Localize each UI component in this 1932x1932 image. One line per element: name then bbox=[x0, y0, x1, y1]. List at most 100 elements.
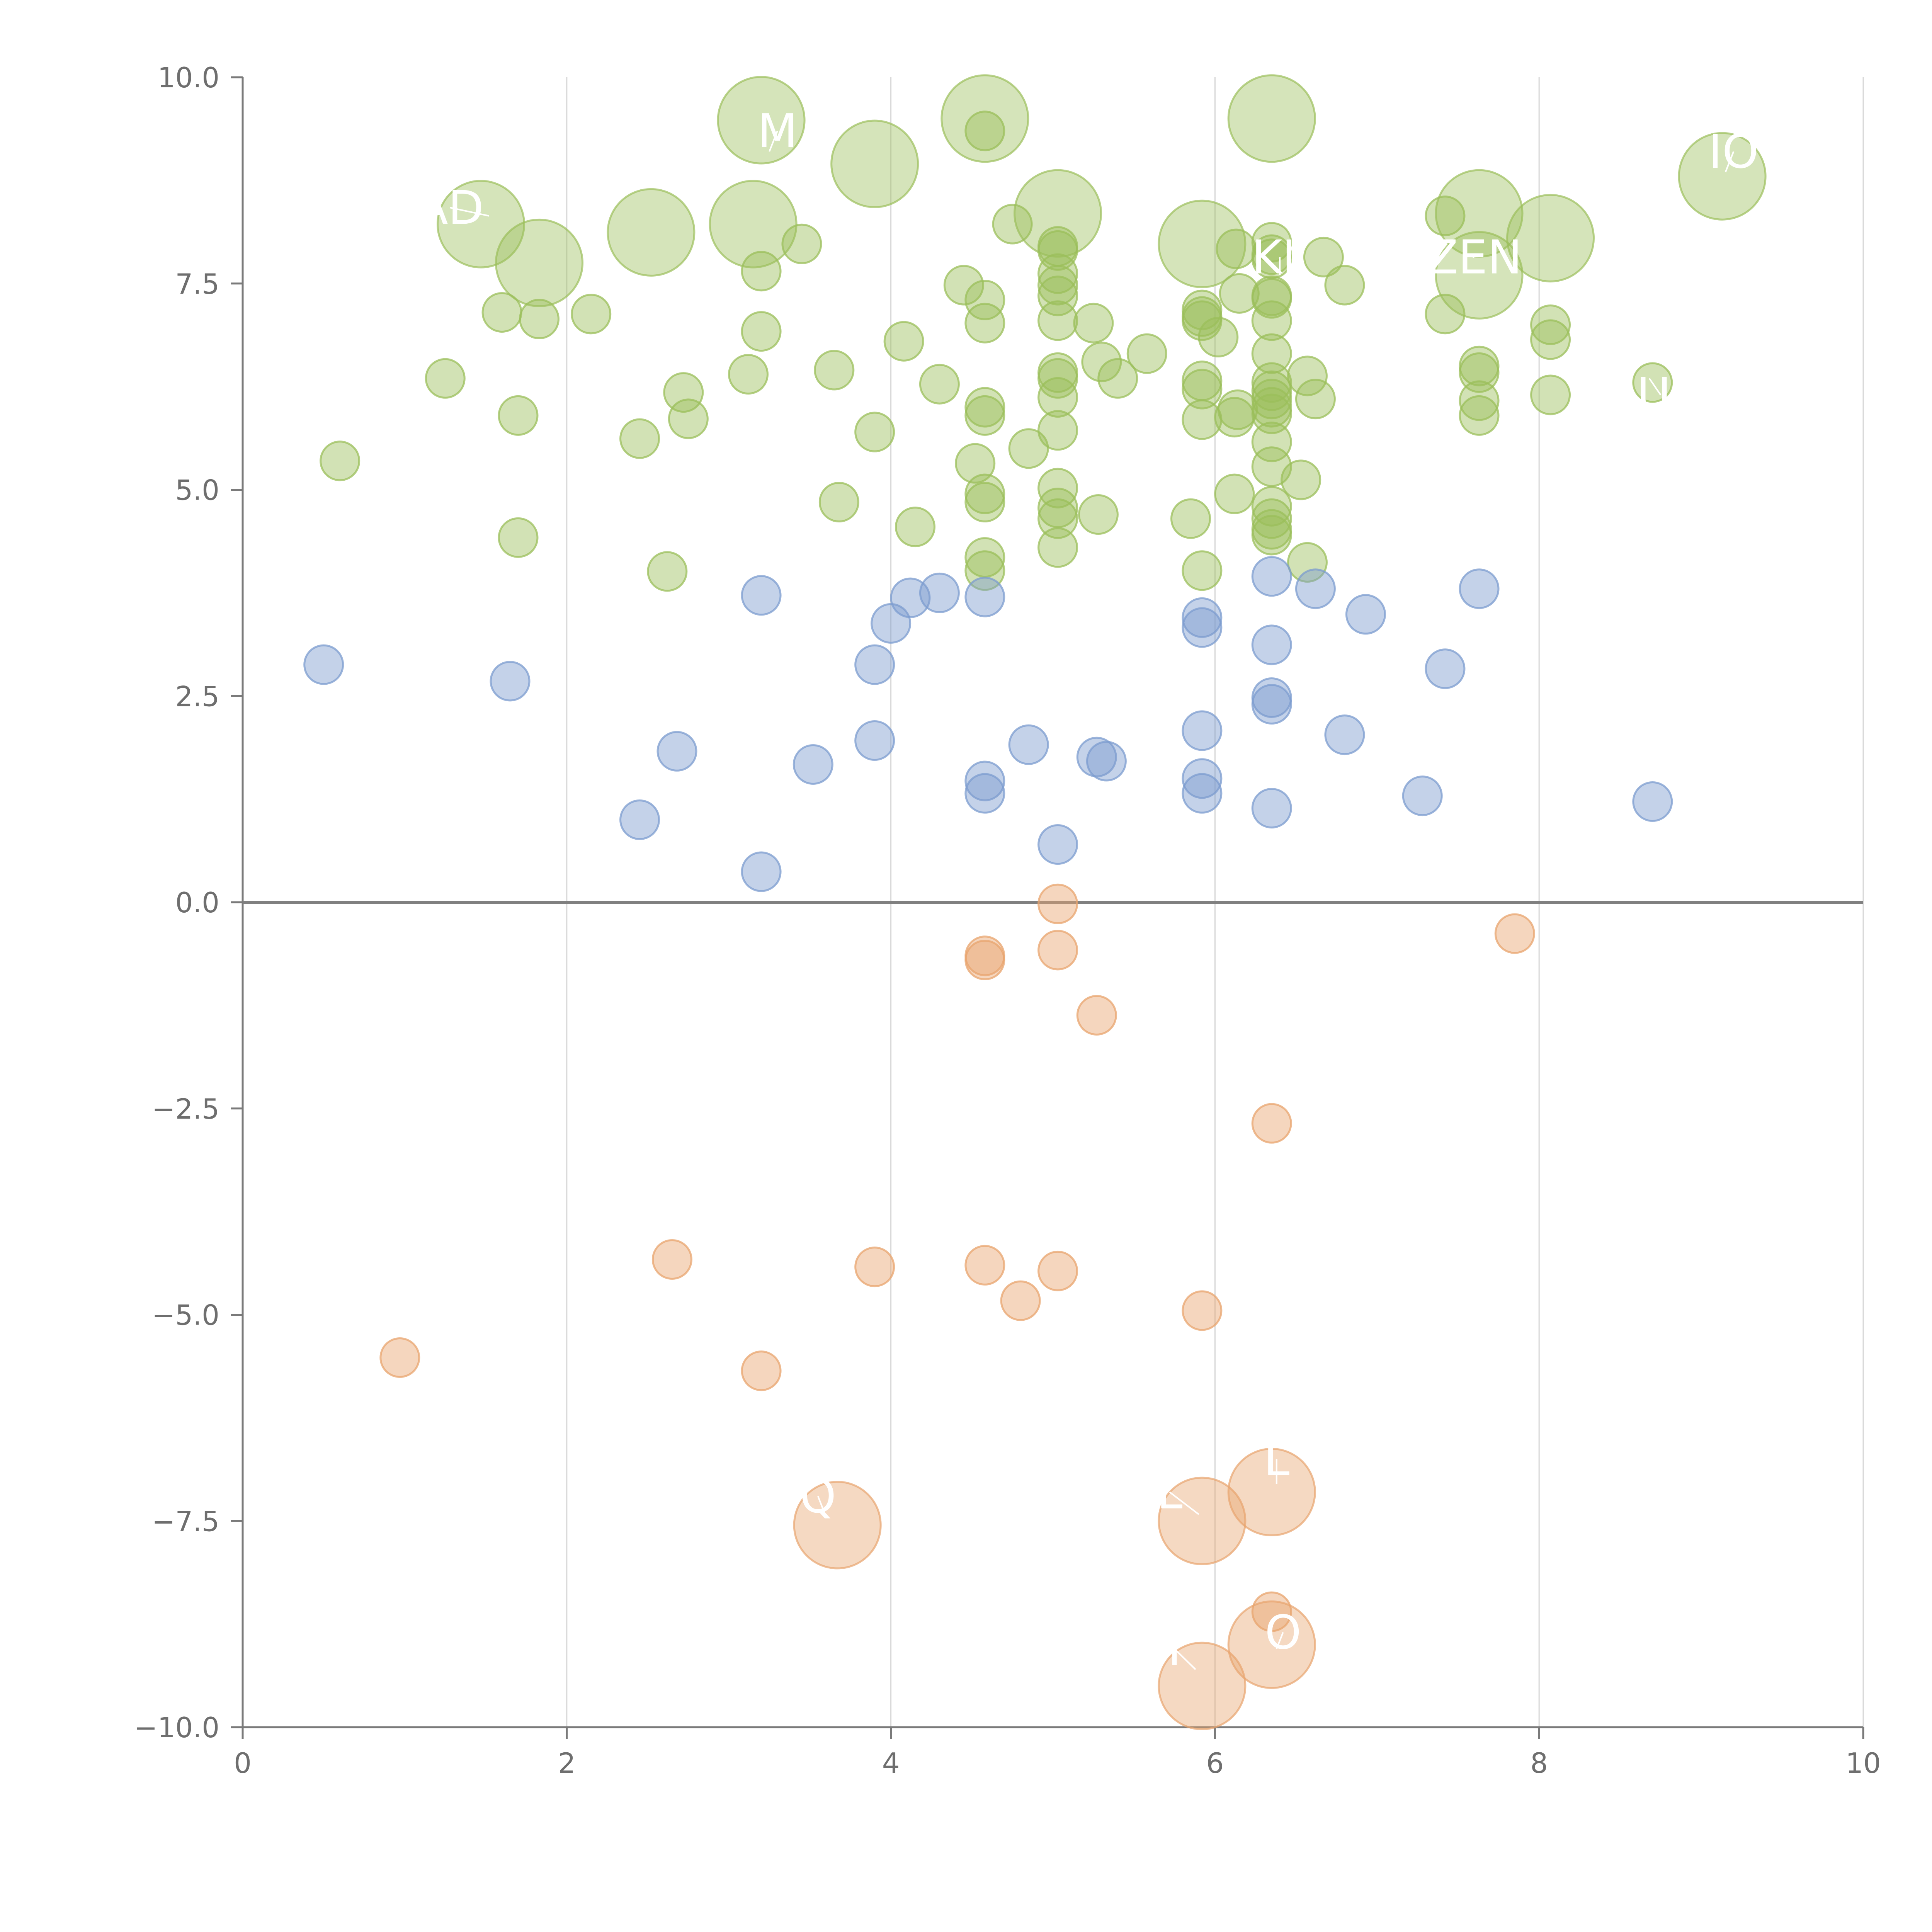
bubble-low bbox=[1076, 995, 1117, 1036]
bubble-mid bbox=[1086, 741, 1127, 782]
bubble-high bbox=[1078, 494, 1119, 535]
bubble-mid bbox=[1008, 724, 1049, 765]
y-tick-label: −7.5 bbox=[152, 1505, 219, 1537]
bubble-high bbox=[1295, 379, 1336, 420]
bubble-high bbox=[498, 395, 539, 436]
bubble-mid bbox=[854, 644, 895, 685]
bubble-high bbox=[1037, 410, 1078, 451]
bubble-high bbox=[1425, 196, 1466, 236]
y-tick-label: −10.0 bbox=[134, 1711, 219, 1744]
y-tick-label: 10.0 bbox=[158, 61, 219, 94]
bubble-low bbox=[1000, 1280, 1041, 1321]
bubble-mid bbox=[1632, 781, 1673, 822]
bubble-high bbox=[1214, 473, 1255, 514]
bubble-mid bbox=[793, 744, 833, 785]
bubble-low bbox=[1037, 930, 1078, 971]
bubble-high bbox=[519, 299, 560, 340]
bubble-high bbox=[1037, 377, 1078, 418]
bubble-high bbox=[1251, 300, 1292, 341]
bubble-low bbox=[1037, 1250, 1078, 1291]
bubble-high bbox=[1037, 300, 1078, 341]
bubble-mid bbox=[964, 760, 1005, 801]
bubble-mid bbox=[656, 731, 697, 772]
bubble-high bbox=[1251, 278, 1292, 319]
bubble-low bbox=[1494, 913, 1535, 954]
bubble-high bbox=[1037, 253, 1078, 294]
bubble-mid bbox=[1402, 776, 1443, 816]
bubble-high bbox=[571, 294, 612, 335]
bubble-low bbox=[379, 1337, 420, 1378]
bubble-high bbox=[1037, 498, 1078, 539]
bubble-high bbox=[741, 251, 782, 292]
bubble-low bbox=[741, 1350, 782, 1391]
bubble-low bbox=[1251, 1103, 1292, 1144]
bubble-high bbox=[1251, 370, 1292, 411]
bubble-high bbox=[964, 387, 1005, 428]
bubble-mid bbox=[919, 572, 960, 613]
bubble-mid bbox=[490, 661, 531, 702]
bubble-low bbox=[854, 1247, 895, 1287]
x-tick-label: 8 bbox=[1530, 1747, 1548, 1779]
bubble-mid bbox=[303, 644, 344, 685]
bubble-mid bbox=[854, 720, 895, 761]
bubble-high bbox=[1459, 395, 1500, 436]
bubble-large-high bbox=[1435, 231, 1524, 320]
bubble-large-low bbox=[1158, 1641, 1247, 1730]
bubble-low bbox=[964, 939, 1005, 980]
bubble-high bbox=[1251, 393, 1292, 434]
bubble-high bbox=[883, 321, 924, 362]
y-tick-label: 0.0 bbox=[175, 886, 219, 919]
bubble-large-high bbox=[1435, 169, 1524, 258]
annotation-leader bbox=[769, 131, 778, 152]
annotation-label: L bbox=[1264, 1433, 1289, 1486]
bubble-high bbox=[1251, 362, 1292, 403]
bubble-high bbox=[1073, 303, 1114, 344]
annotation-label: KL bbox=[1252, 231, 1308, 284]
annotation-leader bbox=[1725, 151, 1735, 173]
bubble-large-low bbox=[1158, 1476, 1247, 1565]
bubble-high bbox=[1281, 459, 1321, 500]
bubble-mid bbox=[1251, 556, 1292, 597]
bubble-mid bbox=[1425, 648, 1466, 689]
annotation-label: AD bbox=[417, 181, 484, 235]
bubble-mid bbox=[1251, 624, 1292, 665]
bubble-high bbox=[1251, 498, 1292, 539]
bubble-large-low bbox=[1227, 1600, 1316, 1689]
bubble-high bbox=[1251, 486, 1292, 527]
x-tick-label: 2 bbox=[558, 1747, 576, 1779]
bubble-high bbox=[992, 204, 1033, 245]
bubble-high bbox=[955, 443, 996, 484]
annotation-leader bbox=[1169, 1491, 1199, 1515]
bubble-high bbox=[728, 354, 769, 395]
bubble-mid bbox=[1251, 788, 1292, 829]
bubble-high bbox=[1251, 515, 1292, 556]
bubble-high bbox=[1303, 236, 1344, 277]
bubble-large-high bbox=[1014, 169, 1102, 258]
y-tick-label: 2.5 bbox=[175, 680, 219, 713]
y-tick-label: −5.0 bbox=[152, 1299, 219, 1332]
bubble-large-high bbox=[1158, 199, 1247, 288]
bubble-mid bbox=[619, 799, 660, 840]
annotation-leader bbox=[1276, 1632, 1284, 1649]
bubble-large-high bbox=[607, 188, 696, 277]
annotation-label: L bbox=[1157, 1466, 1183, 1520]
bubble-high bbox=[1287, 542, 1328, 583]
bubble-high bbox=[964, 473, 1005, 514]
bubble-high bbox=[895, 507, 936, 548]
bubble-high bbox=[1008, 428, 1049, 469]
bubble-high bbox=[1182, 369, 1223, 410]
bubble-high bbox=[668, 398, 709, 439]
bubble-mid bbox=[741, 851, 782, 892]
annotation-leader bbox=[1174, 1648, 1196, 1670]
bubble-low bbox=[1182, 1290, 1223, 1331]
bubble-high bbox=[964, 395, 1005, 436]
bubble-mid bbox=[1345, 594, 1386, 635]
bubble-high bbox=[1182, 550, 1223, 591]
bubble-mid bbox=[964, 577, 1005, 617]
bubble-large-low bbox=[793, 1481, 882, 1570]
bubble-high bbox=[1126, 333, 1167, 374]
y-tick-label: 7.5 bbox=[175, 268, 219, 300]
bubble-high bbox=[1530, 304, 1571, 345]
bubble-high bbox=[1459, 380, 1500, 421]
